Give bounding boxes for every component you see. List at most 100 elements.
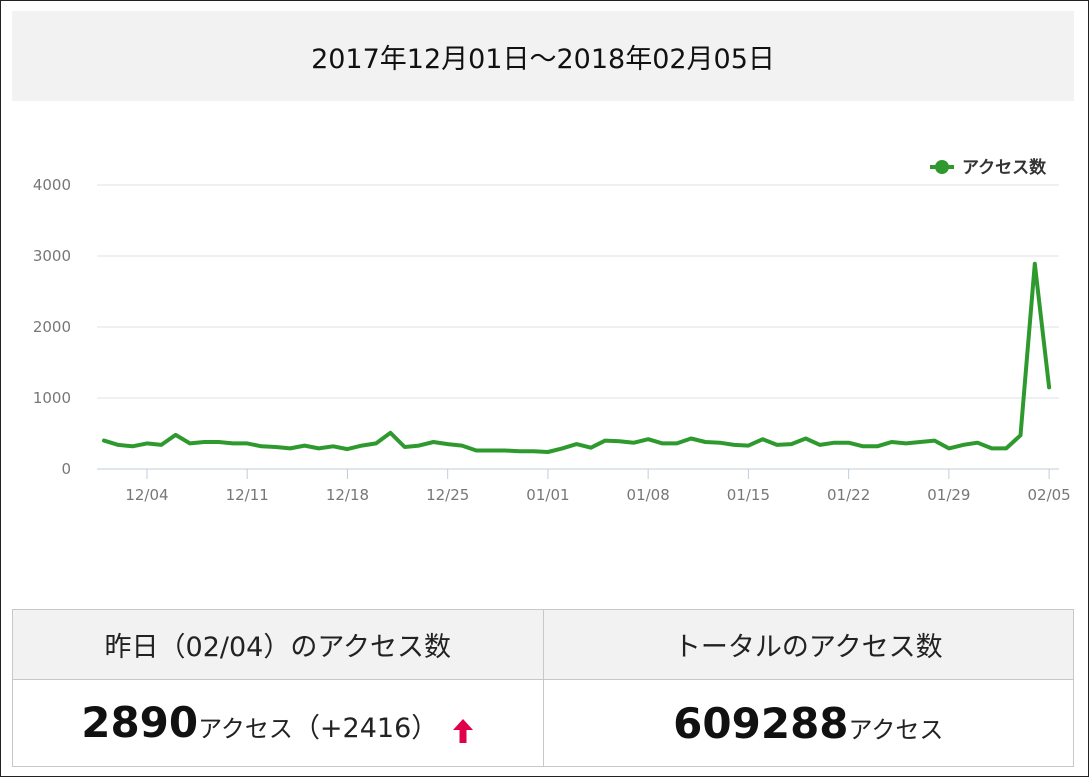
x-tick-label: 01/08 (627, 486, 670, 504)
data-point (146, 442, 148, 444)
data-point (189, 442, 191, 444)
x-tick-label: 12/18 (326, 486, 369, 504)
y-tick-label: 1000 (33, 389, 71, 407)
chart-grid (97, 184, 1059, 470)
y-tick-label: 0 (61, 460, 71, 478)
yesterday-count: 2890 (81, 698, 199, 748)
data-point (132, 445, 134, 447)
data-point (1034, 263, 1036, 265)
data-point (203, 441, 205, 443)
data-point (690, 437, 692, 439)
data-point (790, 443, 792, 445)
data-point (275, 446, 277, 448)
data-point (919, 441, 921, 443)
x-tick-label: 01/15 (727, 486, 770, 504)
data-point (218, 441, 220, 443)
data-point (1019, 434, 1021, 436)
data-point (232, 442, 234, 444)
data-point (418, 445, 420, 447)
x-tick-label: 01/01 (526, 486, 569, 504)
yesterday-cell: 2890アクセス（+2416） (12, 679, 544, 767)
data-point (604, 440, 606, 442)
total-cell: 609288アクセス (542, 679, 1074, 767)
data-point (389, 432, 391, 434)
data-point (461, 445, 463, 447)
total-unit: アクセス (848, 715, 944, 744)
x-tick-label: 12/04 (125, 486, 168, 504)
data-point (991, 447, 993, 449)
up-arrow-icon (452, 718, 474, 748)
data-point (762, 438, 764, 440)
data-point (475, 450, 477, 452)
data-point (447, 443, 449, 445)
data-point (661, 442, 663, 444)
data-point (518, 450, 520, 452)
x-tick-label: 12/25 (426, 486, 469, 504)
data-point (361, 445, 363, 447)
data-point (103, 440, 105, 442)
access-line-chart: 0 1000 2000 3000 4000 12/04 12/11 12/18 12/25 01… (33, 157, 1071, 504)
data-point (719, 442, 721, 444)
data-point (776, 444, 778, 446)
stats-table: 昨日（02/04）のアクセス数 トータルのアクセス数 2890アクセス（+241… (12, 609, 1074, 767)
data-point (876, 445, 878, 447)
data-point (332, 445, 334, 447)
data-point (318, 447, 320, 449)
x-tick-label: 12/11 (226, 486, 269, 504)
data-point (647, 438, 649, 440)
data-point (1048, 386, 1050, 388)
data-point (547, 451, 549, 453)
data-point (175, 434, 177, 436)
y-tick-label: 4000 (33, 176, 71, 194)
date-range-title: 2017年12月01日〜2018年02月05日 (12, 11, 1074, 101)
data-point (289, 447, 291, 449)
data-point (246, 442, 248, 444)
legend-label: アクセス数 (962, 157, 1047, 178)
data-point (747, 445, 749, 447)
data-point (704, 441, 706, 443)
series-access-count (102, 261, 1052, 454)
data-point (733, 444, 735, 446)
data-point (805, 437, 807, 439)
data-point (490, 450, 492, 452)
x-tick-label: 01/22 (827, 486, 870, 504)
data-point (576, 443, 578, 445)
data-point (948, 447, 950, 449)
y-tick-label: 3000 (33, 247, 71, 265)
yesterday-diff: （+2416） (292, 713, 439, 745)
y-axis-ticks: 0 1000 2000 3000 4000 (33, 176, 71, 478)
data-point (819, 444, 821, 446)
data-point (619, 440, 621, 442)
data-point (977, 442, 979, 444)
data-point (833, 442, 835, 444)
legend-dot-marker (935, 160, 949, 174)
data-point (432, 441, 434, 443)
data-point (404, 446, 406, 448)
chart-legend[interactable]: アクセス数 (930, 157, 1047, 178)
data-point (504, 450, 506, 452)
data-point (261, 445, 263, 447)
data-point (848, 442, 850, 444)
x-tick-label: 01/29 (927, 486, 970, 504)
data-point (160, 444, 162, 446)
data-point (590, 447, 592, 449)
data-point (905, 442, 907, 444)
data-point (533, 450, 535, 452)
data-point (891, 441, 893, 443)
data-point (934, 440, 936, 442)
series-line-access-count (102, 261, 1052, 454)
data-point (561, 447, 563, 449)
x-axis-ticks: 12/04 12/11 12/18 12/25 01/01 01/08 01/15 01/22… (125, 469, 1071, 504)
total-count: 609288 (673, 698, 849, 748)
data-point (303, 445, 305, 447)
yesterday-header: 昨日（02/04）のアクセス数 (12, 609, 544, 680)
data-point (375, 442, 377, 444)
data-point (676, 442, 678, 444)
data-point (1005, 447, 1007, 449)
yesterday-unit: アクセス (198, 715, 293, 744)
data-point (633, 442, 635, 444)
x-tick-label: 02/05 (1028, 486, 1071, 504)
total-header: トータルのアクセス数 (542, 609, 1074, 680)
y-tick-label: 2000 (33, 318, 71, 336)
